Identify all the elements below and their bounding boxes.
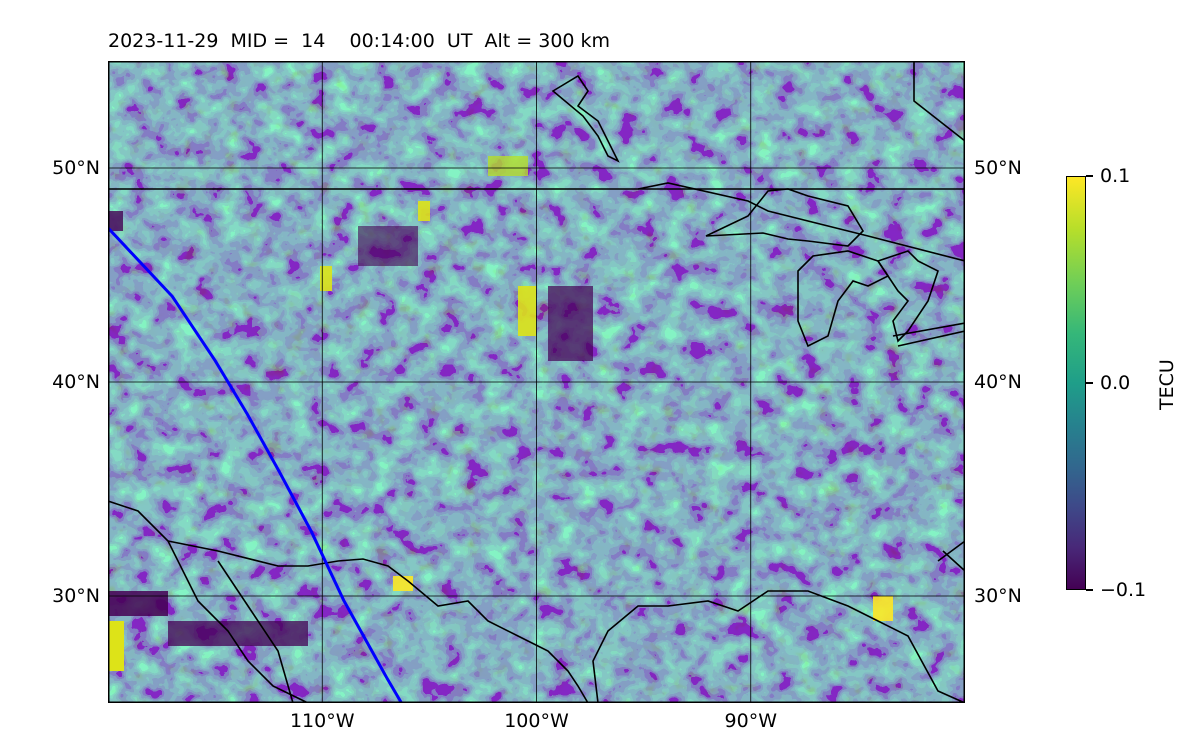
- lat-tick-label-right: 30°N: [974, 585, 1022, 607]
- colorbar-tick-label: 0.1: [1100, 165, 1131, 187]
- lat-tick-label-right: 40°N: [974, 371, 1022, 393]
- gulf-of-mexico-coast: [592, 590, 965, 703]
- lake-huron: [876, 250, 939, 343]
- tec-anomaly-highlights: [108, 156, 893, 671]
- colorbar-tick: [1086, 589, 1093, 591]
- coastlines-and-borders: [108, 61, 965, 703]
- map-title: 2023-11-29 MID = 14 00:14:00 UT Alt = 30…: [108, 30, 611, 52]
- colorbar-label: TECU: [1156, 359, 1178, 410]
- hudson-bay-edge: [913, 61, 965, 142]
- us-mexico-border: [167, 540, 589, 703]
- lat-tick-label-left: 50°N: [52, 157, 100, 179]
- satellite-track: [108, 226, 403, 703]
- lon-tick-label: 100°W: [504, 710, 569, 732]
- lake-superior-north: [637, 182, 965, 262]
- mexico-west-coast: [108, 500, 309, 703]
- colorbar-tick: [1086, 382, 1093, 384]
- lon-tick-label: 90°W: [724, 710, 777, 732]
- lat-tick-label-right: 50°N: [974, 157, 1022, 179]
- lat-tick-label-left: 30°N: [52, 585, 100, 607]
- lon-tick-label: 110°W: [289, 710, 355, 732]
- lake-michigan: [797, 250, 890, 348]
- tec-map: [108, 61, 965, 703]
- lake-winnipeg: [551, 74, 620, 163]
- lake-erie-ontario: [892, 322, 965, 347]
- colorbar: [1066, 176, 1086, 590]
- colorbar-tick-label: 0.0: [1100, 372, 1131, 394]
- baja-california: [217, 560, 294, 703]
- colorbar-tick-label: −0.1: [1100, 579, 1147, 601]
- colorbar-tick: [1086, 175, 1093, 177]
- atlantic-coast: [937, 540, 965, 572]
- lat-tick-label-left: 40°N: [52, 371, 100, 393]
- lake-superior: [705, 188, 865, 247]
- map-border: [108, 61, 965, 703]
- map-canvas: [108, 61, 965, 703]
